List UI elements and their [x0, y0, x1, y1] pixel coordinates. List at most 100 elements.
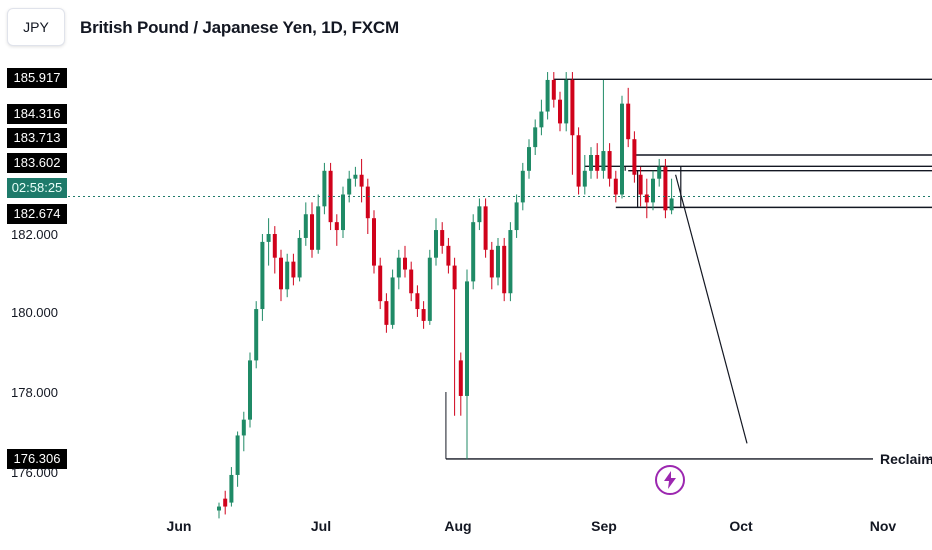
candle	[489, 241, 494, 290]
candle	[310, 202, 314, 258]
candle	[644, 178, 649, 219]
candle	[272, 226, 277, 274]
candle-body	[303, 214, 308, 238]
candle-body	[558, 99, 562, 124]
chart-title: British Pound / Japanese Yen, 1D, FXCM	[80, 18, 399, 37]
candle-body	[266, 234, 271, 242]
candle	[632, 131, 637, 183]
candle-body	[384, 301, 389, 325]
candle	[229, 467, 234, 507]
candle	[514, 194, 519, 238]
candle	[483, 198, 488, 258]
candle	[334, 214, 339, 246]
candle-body	[291, 261, 296, 278]
candle	[477, 198, 482, 231]
candle	[421, 301, 426, 329]
candle	[223, 490, 228, 515]
candle-body	[347, 178, 352, 195]
candle-body	[595, 155, 600, 171]
candle	[458, 352, 463, 416]
candle-body	[564, 79, 569, 124]
candle	[620, 95, 624, 199]
candle-body	[669, 198, 674, 211]
candle-body	[334, 222, 339, 231]
candle	[657, 158, 662, 187]
y-tick-label: 178.000	[11, 385, 58, 400]
candle-body	[533, 127, 538, 148]
candle	[328, 162, 333, 231]
candle-body	[434, 230, 438, 258]
price-tag-level: 183.713	[7, 128, 67, 148]
candle	[390, 269, 395, 329]
candle-body	[372, 218, 376, 266]
candle-body	[390, 277, 395, 325]
candle	[613, 170, 618, 203]
candle	[496, 237, 500, 286]
candle	[353, 166, 358, 187]
candle-body	[613, 178, 618, 195]
candle	[607, 143, 612, 187]
candle-body	[427, 257, 432, 321]
candle	[415, 285, 420, 317]
candle-body	[409, 269, 414, 294]
candle-body	[223, 498, 228, 507]
candles-layer	[217, 72, 674, 519]
candle	[452, 257, 457, 416]
candle-body	[508, 230, 513, 294]
candle-body	[514, 202, 519, 231]
candle	[359, 158, 364, 203]
zone-box-lower	[637, 170, 682, 208]
candle	[527, 139, 531, 179]
candle	[533, 119, 538, 155]
price-tag-level: 184.316	[7, 104, 67, 124]
candle-body	[341, 194, 345, 231]
price-tag-level: 176.306	[7, 449, 67, 469]
price-tag-level: 185.917	[7, 68, 67, 88]
candle	[539, 99, 544, 136]
candle-body	[217, 506, 221, 511]
projection-line	[675, 174, 748, 444]
y-tick-label: 182.000	[11, 227, 58, 242]
candle-body	[322, 170, 327, 207]
candle-body	[644, 194, 649, 203]
candle-body	[483, 206, 488, 250]
candle-body	[403, 257, 407, 270]
candle	[626, 87, 631, 148]
candle-body	[576, 135, 581, 187]
x-tick-label: Nov	[869, 518, 897, 534]
candle	[589, 147, 593, 179]
candle-body	[260, 241, 265, 310]
candle	[545, 72, 550, 120]
candle-body	[601, 151, 606, 171]
candle-body	[365, 186, 370, 219]
candle	[347, 170, 352, 203]
candle-body	[489, 249, 494, 278]
candle-body	[446, 245, 451, 266]
x-tick-label: Sep	[591, 518, 617, 534]
candle	[471, 214, 476, 290]
candle-body	[638, 174, 643, 195]
symbol-button[interactable]: JPY	[7, 8, 65, 46]
lightning-bolt-icon[interactable]	[655, 465, 685, 495]
candle-body	[272, 234, 277, 258]
x-tick-label: Aug	[444, 518, 472, 534]
candle-body	[620, 103, 624, 195]
price-tag-level: 183.602	[7, 153, 67, 173]
candle-body	[607, 151, 612, 179]
candle	[570, 72, 575, 175]
candle	[396, 249, 401, 290]
candle	[217, 502, 221, 519]
candle	[322, 162, 327, 215]
candle	[582, 155, 587, 195]
symbol-label: JPY	[23, 19, 49, 35]
candle	[260, 234, 265, 321]
candle-body	[328, 170, 333, 223]
candle-body	[539, 111, 544, 128]
candle-body	[477, 206, 482, 223]
candle-body	[551, 79, 556, 100]
candle-body	[279, 257, 283, 290]
candle	[285, 253, 290, 298]
candle-body	[241, 419, 246, 436]
candle	[403, 245, 407, 278]
